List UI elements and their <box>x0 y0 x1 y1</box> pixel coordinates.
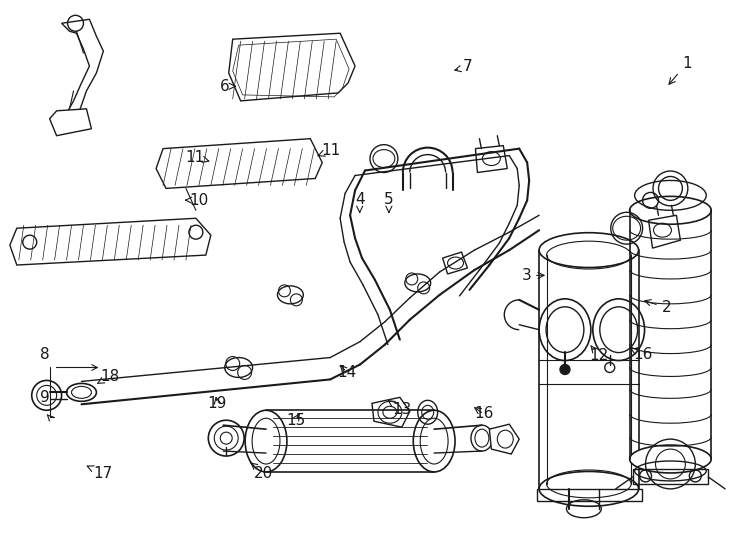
Text: 2: 2 <box>644 300 671 315</box>
Text: 8: 8 <box>40 347 49 362</box>
Ellipse shape <box>245 410 287 472</box>
Polygon shape <box>50 109 92 136</box>
Polygon shape <box>490 424 519 454</box>
Text: 6: 6 <box>219 79 236 94</box>
Polygon shape <box>229 33 355 101</box>
Ellipse shape <box>539 233 639 267</box>
Text: 9: 9 <box>40 390 49 405</box>
Text: 5: 5 <box>384 192 393 213</box>
Polygon shape <box>10 218 211 265</box>
Text: 3: 3 <box>521 268 544 283</box>
Text: 10: 10 <box>186 193 208 208</box>
Text: 19: 19 <box>208 396 227 411</box>
Text: 18: 18 <box>98 369 120 384</box>
Text: 17: 17 <box>87 465 112 481</box>
Text: 13: 13 <box>388 401 412 417</box>
Bar <box>633 469 708 484</box>
Ellipse shape <box>630 197 711 224</box>
Text: 11: 11 <box>186 150 208 165</box>
Polygon shape <box>62 19 103 126</box>
Text: 16: 16 <box>631 347 653 362</box>
Text: 11: 11 <box>318 143 340 158</box>
Text: 20: 20 <box>251 463 273 481</box>
Ellipse shape <box>413 410 455 472</box>
Polygon shape <box>156 139 322 188</box>
Ellipse shape <box>630 445 711 473</box>
Text: 12: 12 <box>589 346 608 363</box>
Circle shape <box>560 364 570 374</box>
Ellipse shape <box>539 471 639 507</box>
Text: 14: 14 <box>337 364 356 380</box>
Text: 16: 16 <box>474 407 493 422</box>
Bar <box>537 489 642 501</box>
Text: 7: 7 <box>455 59 473 75</box>
Text: 15: 15 <box>286 413 305 428</box>
Text: 4: 4 <box>355 192 365 213</box>
Text: 1: 1 <box>669 56 691 84</box>
